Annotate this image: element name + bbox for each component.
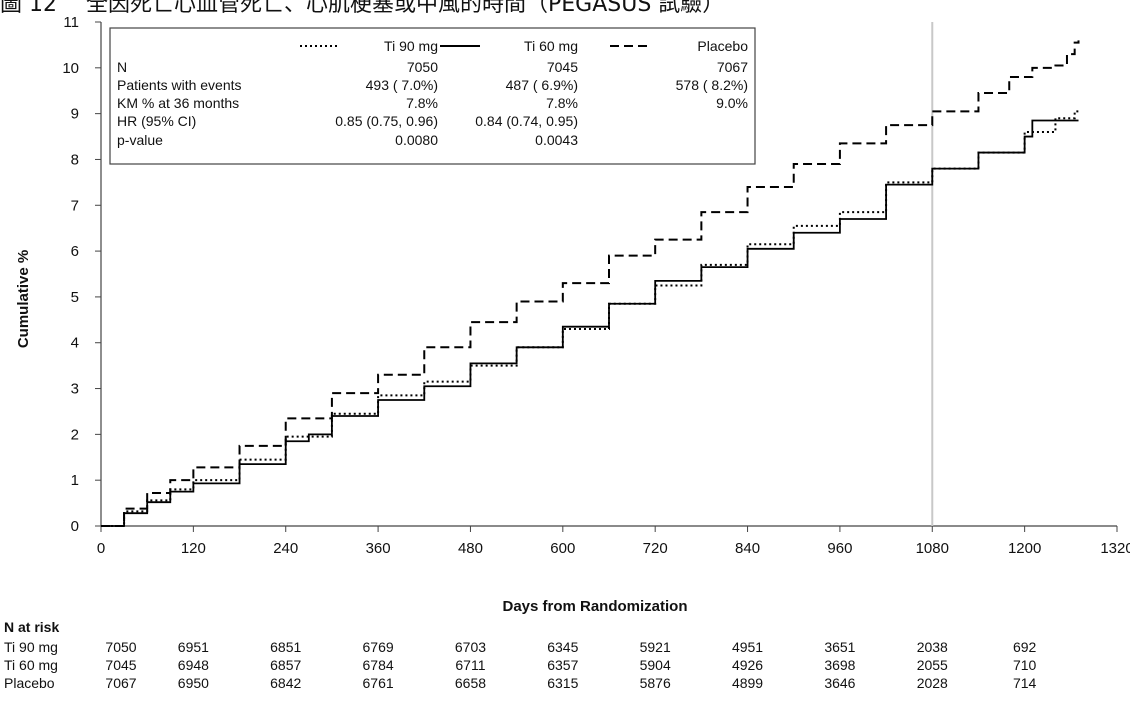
legend-row-label: N (117, 59, 127, 75)
legend-row-label: Patients with events (117, 77, 242, 93)
x-tick-label: 240 (273, 540, 298, 557)
y-tick-label: 11 (63, 14, 79, 31)
n-at-risk-value: 6851 (270, 639, 302, 655)
legend-row-value: 0.84 (0.74, 0.95) (475, 113, 578, 129)
x-tick-label: 960 (827, 540, 852, 557)
y-tick-label: 6 (71, 243, 79, 260)
n-at-risk-value: 710 (1012, 657, 1037, 673)
legend-box: Ti 90 mg Ti 60 mg Placebo N 7050 7045 7067 Pati… (109, 27, 756, 165)
legend-row-value: 0.85 (0.75, 0.96) (335, 113, 438, 129)
legend-row-value: 7050 (407, 59, 438, 75)
n-at-risk-value: 714 (1012, 675, 1037, 691)
n-at-risk-value: 6950 (177, 675, 209, 691)
n-at-risk-value: 6784 (362, 657, 394, 673)
x-tick-label: 120 (181, 540, 206, 557)
legend-row-value: 7.8% (406, 95, 438, 111)
x-tick-label: 840 (735, 540, 760, 557)
n-at-risk-row-name: Ti 90 mg (4, 639, 58, 655)
legend-row-label: p-value (117, 132, 163, 148)
legend-row-label: KM % at 36 months (117, 95, 239, 111)
n-at-risk-value: 7045 (105, 657, 137, 673)
n-at-risk-value: 6769 (362, 639, 394, 655)
n-at-risk-row-name: Placebo (4, 675, 55, 691)
legend-row-value: 7.8% (546, 95, 578, 111)
legend-row-value: 493 ( 7.0%) (366, 77, 438, 93)
n-at-risk-value: 6857 (270, 657, 302, 673)
n-at-risk-value: 6761 (362, 675, 394, 691)
n-at-risk-value: 6842 (270, 675, 302, 691)
n-at-risk-value: 5876 (639, 675, 671, 691)
x-tick-label: 1200 (1008, 540, 1041, 557)
n-at-risk-value: 6315 (547, 675, 579, 691)
x-tick-label: 600 (550, 540, 575, 557)
n-at-risk-value: 6711 (455, 657, 486, 673)
legend-series-name: Ti 60 mg (524, 38, 578, 54)
x-tick-label: 0 (97, 540, 105, 557)
legend-frame (109, 27, 756, 165)
n-at-risk-value: 6703 (454, 639, 487, 655)
n-at-risk-value: 6345 (547, 639, 579, 655)
km-chart: 0 120 240 360 480 600 720 840 960 1080 1200 1320 0 1 2… (15, 14, 1130, 615)
n-at-risk-value: 3698 (824, 657, 856, 673)
legend-row-value: 0.0043 (535, 132, 578, 148)
series-line-ti-60-mg (101, 119, 1079, 527)
y-tick-label: 7 (71, 197, 79, 214)
n-at-risk-title: N at risk (4, 619, 60, 635)
n-at-risk-value: 4951 (731, 639, 764, 655)
n-at-risk-row-name: Ti 60 mg (4, 657, 58, 673)
legend-series-name: Ti 90 mg (384, 38, 438, 54)
n-at-risk-row: Placebo 7067 6950 6842 6761 6658 6315 5876 4899 3… (0, 675, 1130, 693)
y-tick-label: 3 (71, 381, 79, 398)
legend-row-value: 9.0% (716, 95, 748, 111)
x-tick-label: 1080 (916, 540, 949, 557)
y-tick-label: 4 (71, 335, 79, 352)
n-at-risk-value: 3646 (824, 675, 856, 691)
n-at-risk-value: 692 (1012, 639, 1037, 655)
legend-row-value: 7067 (717, 59, 748, 75)
n-at-risk-value: 5904 (639, 657, 671, 673)
y-tick-label: 10 (62, 60, 79, 77)
n-at-risk-value: 7067 (105, 675, 137, 691)
legend-row-value: 0.0080 (395, 132, 438, 148)
x-tick-label: 360 (366, 540, 391, 557)
n-at-risk-value: 2028 (916, 675, 948, 691)
x-tick-label: 480 (458, 540, 483, 557)
n-at-risk-value: 4899 (731, 675, 764, 691)
chart-axes: 0 120 240 360 480 600 720 840 960 1080 1200 1320 0 1 2… (62, 14, 1130, 557)
series-line-placebo (101, 40, 1080, 527)
y-tick-label: 8 (71, 151, 79, 168)
y-axis-label: Cumulative % (15, 250, 32, 348)
n-at-risk-value: 5921 (639, 639, 671, 655)
n-at-risk-value: 7050 (105, 639, 137, 655)
y-tick-label: 0 (71, 518, 79, 535)
y-tick-label: 5 (71, 289, 79, 306)
x-tick-label: 720 (643, 540, 668, 557)
x-tick-label: 1320 (1100, 540, 1130, 557)
n-at-risk-value: 6658 (454, 675, 487, 691)
y-tick-label: 9 (71, 106, 79, 123)
y-tick-label: 2 (71, 426, 79, 443)
y-tick-label: 1 (71, 472, 79, 489)
series-line-ti-90-mg (101, 110, 1079, 527)
legend-row-value: 487 ( 6.9%) (506, 77, 578, 93)
legend-series-name: Placebo (697, 38, 748, 54)
legend-row-label: HR (95% CI) (117, 113, 196, 129)
x-axis-label: Days from Randomization (502, 598, 687, 615)
legend-row-value: 7045 (547, 59, 578, 75)
n-at-risk-value: 4926 (731, 657, 764, 673)
n-at-risk-value: 3651 (824, 639, 856, 655)
chart-curves (101, 40, 1080, 527)
n-at-risk-value: 6357 (547, 657, 579, 673)
n-at-risk-row: Ti 90 mg 7050 6951 6851 6769 6703 6345 5921 4951… (0, 639, 1130, 657)
n-at-risk-value: 2038 (916, 639, 948, 655)
n-at-risk-value: 2055 (916, 657, 948, 673)
n-at-risk-row: Ti 60 mg 7045 6948 6857 6784 6711 6357 5904 4926… (0, 657, 1130, 675)
n-at-risk-value: 6951 (177, 639, 209, 655)
n-at-risk-value: 6948 (177, 657, 209, 673)
legend-row-value: 578 ( 8.2%) (676, 77, 748, 93)
n-at-risk-table: N at risk Ti 90 mg 7050 6951 6851 6769 6703 63… (0, 619, 1130, 709)
figure-title: 圖 12 全因死亡心血管死亡、心肌梗塞或中風的時間（PEGASUS 試驗） (0, 0, 725, 17)
